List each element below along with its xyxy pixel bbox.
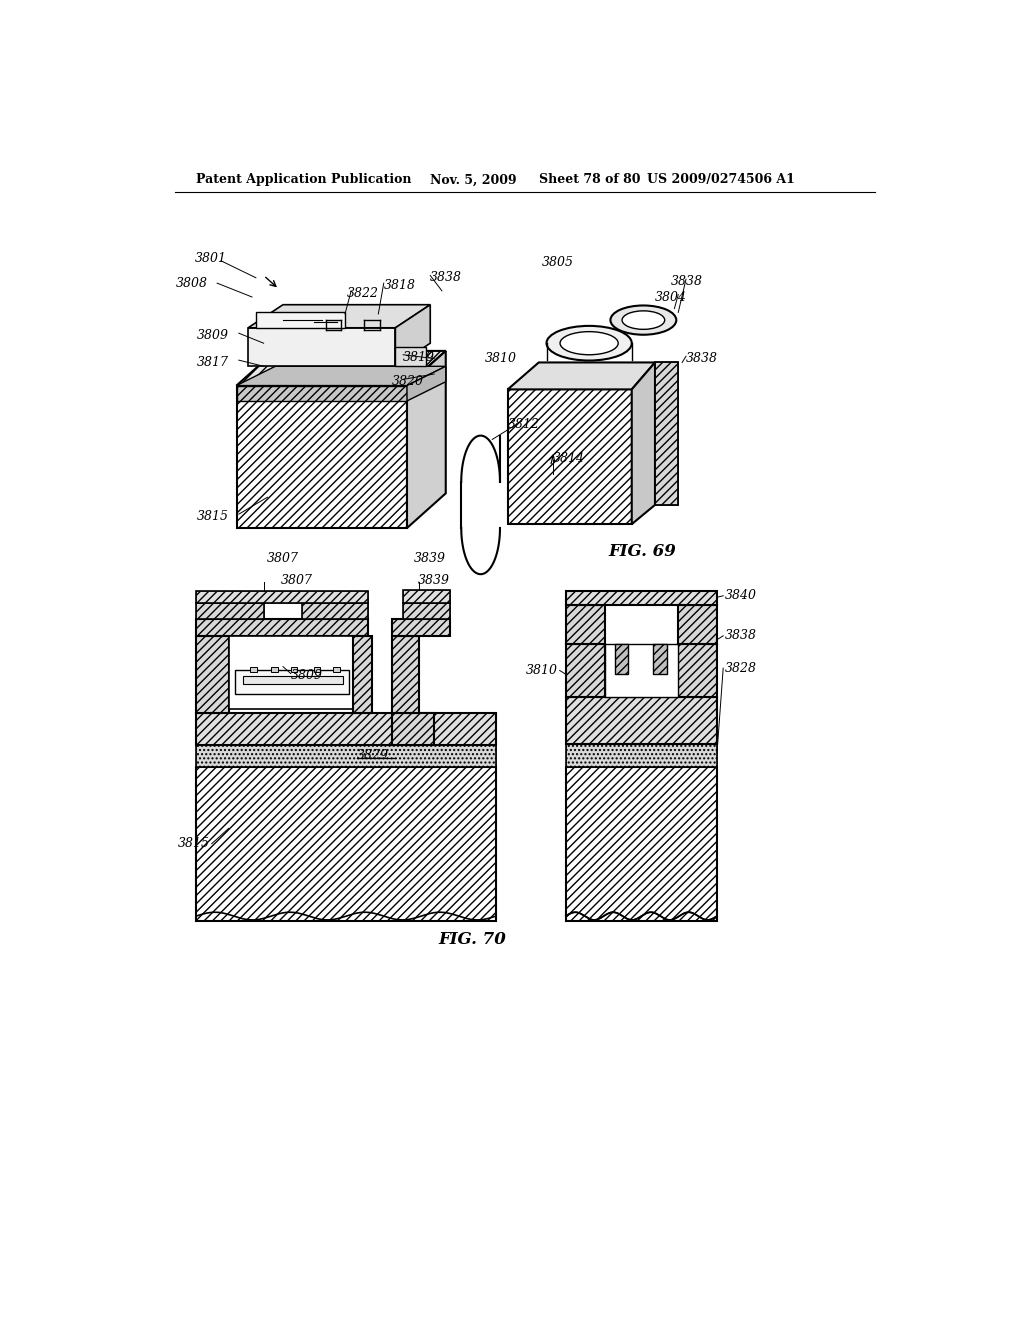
- Polygon shape: [403, 603, 450, 619]
- Polygon shape: [566, 591, 717, 605]
- Text: Patent Application Publication: Patent Application Publication: [197, 173, 412, 186]
- Polygon shape: [248, 305, 430, 327]
- Polygon shape: [271, 667, 278, 672]
- Polygon shape: [197, 603, 263, 619]
- Text: 3838: 3838: [430, 271, 462, 284]
- Ellipse shape: [622, 312, 665, 330]
- Polygon shape: [566, 605, 604, 644]
- Text: US 2009/0274506 A1: US 2009/0274506 A1: [647, 173, 795, 186]
- Ellipse shape: [547, 326, 632, 360]
- Text: 3815: 3815: [197, 510, 228, 523]
- Polygon shape: [302, 603, 369, 619]
- Text: FIG. 70: FIG. 70: [438, 932, 506, 949]
- Text: 3819: 3819: [403, 351, 435, 363]
- Polygon shape: [391, 713, 434, 744]
- Polygon shape: [237, 385, 407, 528]
- Text: 3838: 3838: [671, 275, 702, 288]
- Text: 3804: 3804: [655, 290, 687, 304]
- Polygon shape: [197, 713, 496, 744]
- Polygon shape: [251, 667, 257, 672]
- Polygon shape: [243, 676, 343, 684]
- Text: 3810: 3810: [526, 664, 558, 677]
- Polygon shape: [632, 363, 655, 524]
- Text: 3817: 3817: [197, 356, 228, 370]
- Text: 3818: 3818: [384, 279, 416, 292]
- Text: 3838: 3838: [686, 352, 718, 366]
- Polygon shape: [395, 347, 426, 367]
- Polygon shape: [237, 351, 445, 385]
- Polygon shape: [291, 667, 297, 672]
- Text: 3839: 3839: [415, 552, 446, 565]
- Polygon shape: [508, 363, 655, 389]
- Polygon shape: [566, 743, 717, 767]
- Polygon shape: [237, 385, 407, 401]
- Polygon shape: [403, 590, 450, 603]
- Text: 3808: 3808: [176, 277, 208, 289]
- Text: 3840: 3840: [725, 589, 757, 602]
- Text: 3838: 3838: [725, 630, 757, 643]
- Polygon shape: [391, 636, 419, 713]
- Ellipse shape: [560, 331, 618, 355]
- Polygon shape: [256, 313, 345, 327]
- Ellipse shape: [610, 305, 676, 335]
- Polygon shape: [655, 363, 678, 506]
- Text: 3807: 3807: [281, 574, 313, 587]
- Polygon shape: [197, 619, 369, 636]
- Polygon shape: [197, 744, 496, 767]
- Polygon shape: [566, 644, 604, 697]
- Polygon shape: [678, 644, 717, 697]
- Polygon shape: [228, 636, 352, 709]
- Text: FIG. 69: FIG. 69: [608, 543, 677, 560]
- Polygon shape: [391, 619, 450, 636]
- Text: 3805: 3805: [542, 256, 574, 269]
- Text: 3812: 3812: [508, 417, 540, 430]
- Polygon shape: [334, 667, 340, 672]
- Text: 3829: 3829: [356, 748, 389, 762]
- Polygon shape: [237, 367, 445, 385]
- Text: 3828: 3828: [725, 661, 757, 675]
- Text: 3820: 3820: [391, 375, 424, 388]
- Polygon shape: [407, 367, 445, 401]
- Polygon shape: [248, 327, 395, 367]
- Text: 3801: 3801: [195, 252, 227, 265]
- Polygon shape: [234, 671, 349, 693]
- Polygon shape: [678, 605, 717, 644]
- Text: 3809: 3809: [197, 329, 228, 342]
- Polygon shape: [197, 767, 496, 921]
- Polygon shape: [314, 667, 321, 672]
- Polygon shape: [352, 636, 372, 713]
- Text: 3809: 3809: [291, 669, 323, 682]
- Polygon shape: [614, 644, 628, 675]
- Text: Sheet 78 of 80: Sheet 78 of 80: [539, 173, 640, 186]
- Text: 3815: 3815: [177, 837, 209, 850]
- Polygon shape: [566, 697, 717, 743]
- Text: 3807: 3807: [267, 552, 299, 565]
- Polygon shape: [508, 389, 632, 524]
- Polygon shape: [197, 591, 369, 603]
- Polygon shape: [395, 305, 430, 367]
- Text: 3814: 3814: [553, 453, 585, 465]
- Text: 3839: 3839: [418, 574, 451, 587]
- Text: 3822: 3822: [347, 286, 379, 300]
- Polygon shape: [407, 351, 445, 528]
- Text: 3810: 3810: [484, 352, 516, 366]
- Text: Nov. 5, 2009: Nov. 5, 2009: [430, 173, 517, 186]
- Polygon shape: [653, 644, 667, 675]
- Polygon shape: [566, 767, 717, 921]
- Polygon shape: [197, 636, 228, 713]
- Polygon shape: [604, 644, 678, 697]
